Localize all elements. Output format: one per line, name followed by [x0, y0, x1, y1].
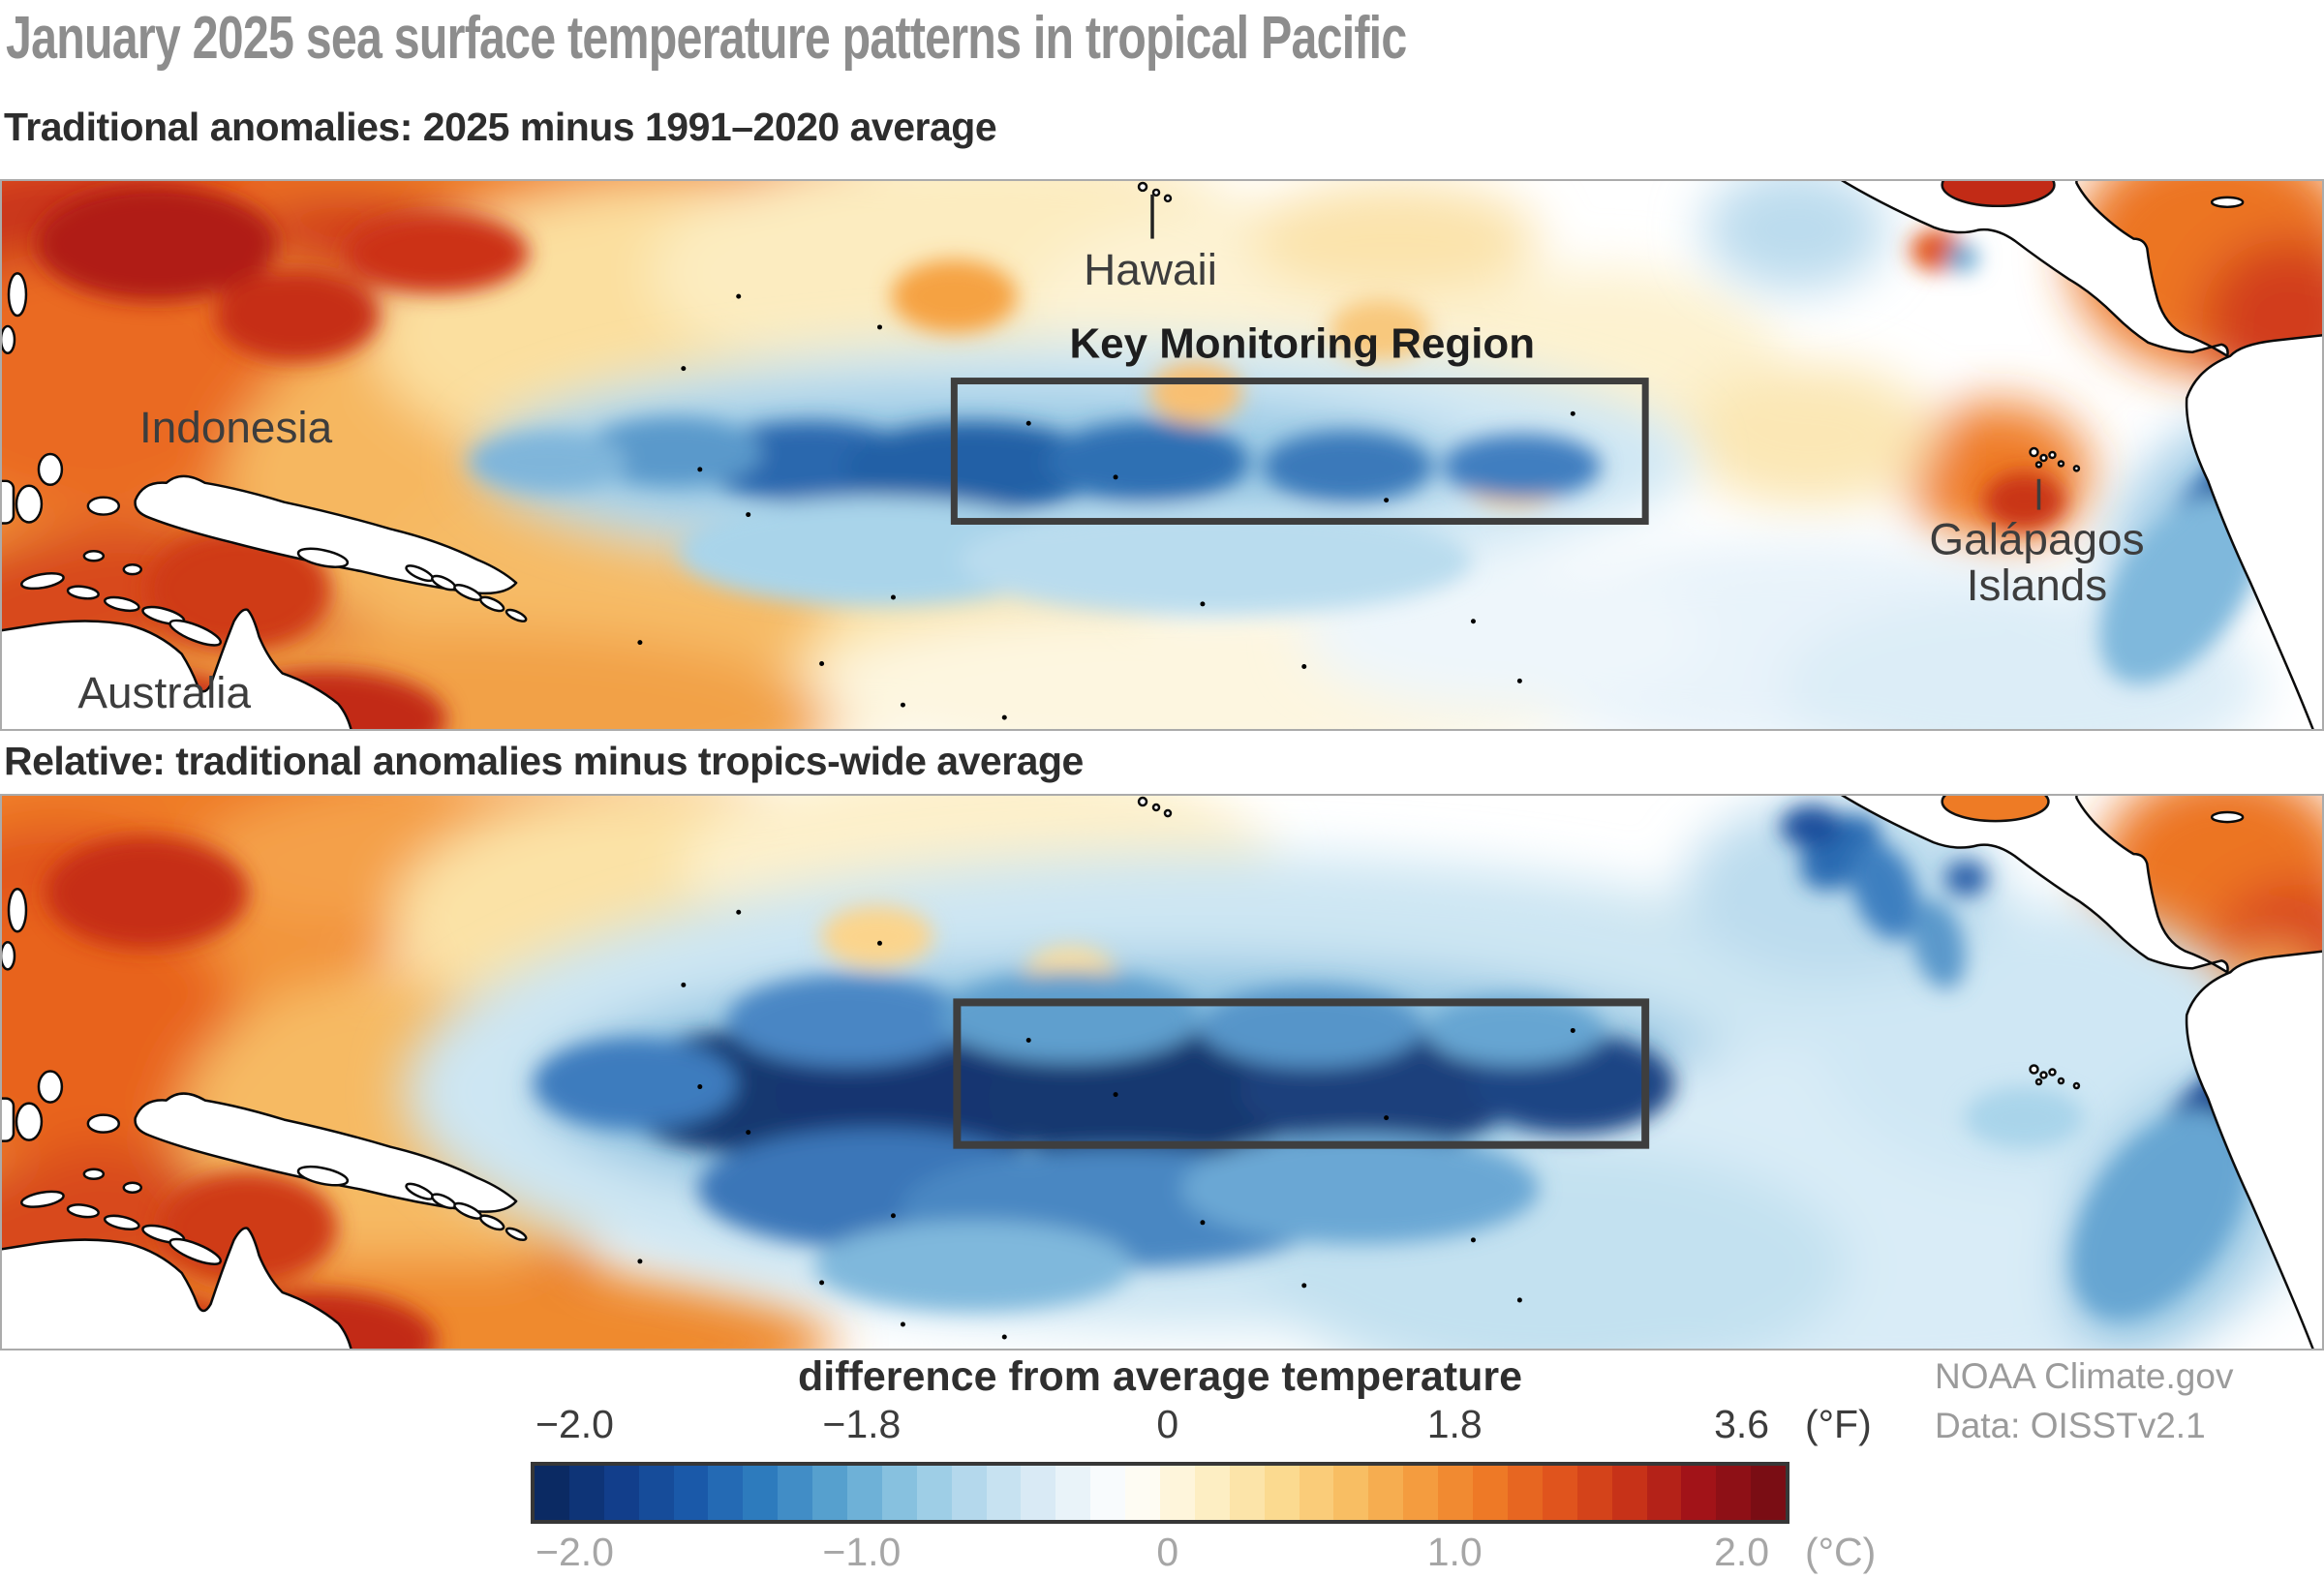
colorbar-segment-14 [1021, 1466, 1056, 1520]
celsius-tick-2: 0 [1156, 1530, 1179, 1574]
key-monitoring-region-label: Key Monitoring Region [1069, 320, 1535, 368]
fahrenheit-tick-1: −1.8 [822, 1402, 902, 1446]
australia-label: Australia [77, 668, 251, 717]
fahrenheit-unit: (°F) [1805, 1402, 1872, 1446]
colorbar-segment-31 [1611, 1466, 1647, 1520]
attribution: NOAA Climate.gov Data: OISSTv2.1 [1935, 1351, 2233, 1450]
colorbar-segment-27 [1473, 1466, 1508, 1520]
map1-gulf-water [1941, 181, 2056, 208]
attribution-line1: NOAA Climate.gov [1935, 1356, 2234, 1396]
colorbar-segment-4 [673, 1466, 709, 1520]
fahrenheit-tick-0: −2.0 [535, 1402, 614, 1446]
colorbar-segment-24 [1368, 1466, 1404, 1520]
colorbar-segment-10 [881, 1466, 917, 1520]
colorbar-segment-28 [1507, 1466, 1543, 1520]
colorbar-segment-34 [1716, 1466, 1752, 1520]
map1-key-monitoring-box [950, 378, 1649, 525]
celsius-unit: (°C) [1805, 1530, 1877, 1574]
colorbar-segment-33 [1681, 1466, 1717, 1520]
attribution-line2: Data: OISSTv2.1 [1935, 1406, 2206, 1446]
colorbar-segment-22 [1299, 1466, 1334, 1520]
fahrenheit-tick-3: 1.8 [1426, 1402, 1483, 1446]
colorbar-segment-2 [603, 1466, 639, 1520]
colorbar-segment-7 [778, 1466, 813, 1520]
fahrenheit-tick-4: 3.6 [1714, 1402, 1770, 1446]
indonesia-label: Indonesia [139, 403, 333, 452]
colorbar-segment-1 [568, 1466, 604, 1520]
map2-detail-field [45, 805, 2286, 1349]
colorbar-segment-30 [1576, 1466, 1612, 1520]
map-relative-anomalies [0, 794, 2324, 1350]
colorbar-title: difference from average temperature [797, 1353, 1522, 1400]
fahrenheit-tick-row: −2.0 −1.8 0 1.8 3.6 (°F) [531, 1402, 1872, 1450]
map2-svg [2, 796, 2322, 1349]
colorbar-segment-8 [812, 1466, 848, 1520]
colorbar-segment-35 [1751, 1466, 1787, 1520]
celsius-tick-4: 2.0 [1714, 1530, 1770, 1574]
colorbar-segment-12 [951, 1466, 987, 1520]
colorbar-segment-15 [1055, 1466, 1091, 1520]
colorbar-segment-32 [1646, 1466, 1682, 1520]
colorbar-segment-17 [1125, 1466, 1161, 1520]
map-traditional-anomalies: Hawaii Key Monitoring Region Indonesia A… [0, 179, 2324, 731]
colorbar-segment-6 [743, 1466, 779, 1520]
map2-key-monitoring-box [953, 998, 1650, 1149]
colorbar-segment-3 [638, 1466, 674, 1520]
colorbar-segment-16 [1090, 1466, 1126, 1520]
colorbar-segment-19 [1194, 1466, 1230, 1520]
page-title: January 2025 sea surface temperature pat… [6, 5, 1407, 72]
galapagos-label-line1: Galápagos [1929, 514, 2144, 563]
colorbar-segment-23 [1333, 1466, 1369, 1520]
celsius-tick-3: 1.0 [1426, 1530, 1483, 1574]
panel1-subtitle: Traditional anomalies: 2025 minus 1991–2… [4, 105, 997, 149]
colorbar-segment-21 [1264, 1466, 1300, 1520]
celsius-tick-row: −2.0 −1.0 0 1.0 2.0 (°C) [531, 1530, 1876, 1578]
galapagos-label-line2: Islands [1967, 561, 2107, 610]
colorbar-segment-11 [916, 1466, 952, 1520]
colorbar-segment-5 [708, 1466, 744, 1520]
colorbar-segment-26 [1438, 1466, 1474, 1520]
colorbar-segment-20 [1229, 1466, 1265, 1520]
celsius-tick-1: −1.0 [822, 1530, 902, 1574]
map2-gulf-water [1941, 796, 2050, 823]
colorbar [531, 1462, 1789, 1524]
colorbar-segment-18 [1160, 1466, 1195, 1520]
colorbar-segment-29 [1542, 1466, 1577, 1520]
celsius-tick-0: −2.0 [535, 1530, 614, 1574]
colorbar-segment-25 [1403, 1466, 1439, 1520]
colorbar-segment-13 [986, 1466, 1022, 1520]
panel2-subtitle: Relative: traditional anomalies minus tr… [4, 739, 1084, 783]
hawaii-label: Hawaii [1084, 245, 1217, 294]
map1-svg: Hawaii Key Monitoring Region Indonesia A… [2, 181, 2322, 729]
fahrenheit-tick-2: 0 [1156, 1402, 1179, 1446]
colorbar-segment-9 [847, 1466, 882, 1520]
colorbar-segment-0 [535, 1466, 569, 1520]
